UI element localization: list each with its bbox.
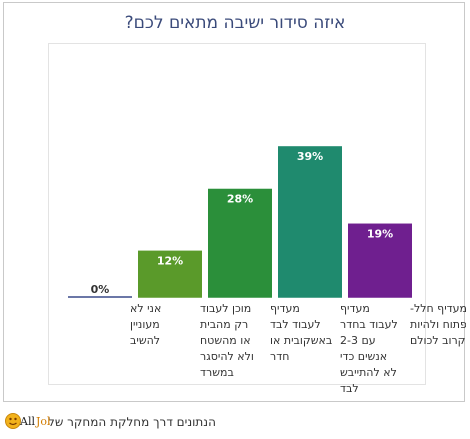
category-label-2-2: באשקובית או bbox=[270, 334, 332, 347]
category-label-1-1: לעבוד בחדר bbox=[340, 318, 398, 331]
bar-1 bbox=[278, 146, 342, 297]
bar-chart: 19% מעדיף חלל- פתוח ולהיות קרוב לכולם 39% מעד… bbox=[68, 146, 466, 395]
data-label-3: 12% bbox=[157, 255, 183, 268]
category-label-4-0: אני לא bbox=[130, 302, 161, 315]
footer: הנתונים דרך מחלקת המחקר של All Jobs bbox=[0, 404, 470, 439]
svg-text:Jobs: Jobs bbox=[35, 415, 50, 428]
bar-0 bbox=[348, 223, 412, 297]
chart-frame: איזה סידור ישיבה מתאים לכם? 19% מעדיף חלל… bbox=[3, 2, 466, 402]
category-label-2-3: חדר bbox=[270, 350, 289, 363]
category-label-3-0: מוכן לעבוד bbox=[200, 302, 251, 315]
category-label-3-4: במשרד bbox=[200, 366, 234, 379]
chart-title: איזה סידור ישיבה מתאים לכם? bbox=[124, 13, 346, 33]
alljobs-logo: All Jobs bbox=[5, 413, 50, 429]
category-label-1-2: עם 2-3 bbox=[340, 334, 376, 347]
category-label-1-5: לבד bbox=[340, 382, 359, 395]
svg-text:All: All bbox=[19, 415, 35, 428]
bar-2 bbox=[208, 188, 272, 297]
data-label-0: 19% bbox=[367, 228, 393, 241]
category-label-1-0: מעדיף bbox=[340, 302, 370, 315]
category-label-0-0: מעדיף חלל- bbox=[410, 302, 466, 315]
category-label-3-1: רק מהבית bbox=[200, 318, 248, 331]
plot-area bbox=[48, 43, 426, 385]
data-label-1: 39% bbox=[297, 150, 323, 163]
data-label-2: 28% bbox=[227, 193, 253, 206]
category-label-1-3: אנשים כדי bbox=[340, 350, 387, 363]
category-label-1-4: לא להתייבש bbox=[340, 366, 397, 379]
category-label-4-2: להשיב bbox=[130, 334, 160, 347]
category-label-3-3: ולא להיסגר bbox=[200, 350, 254, 363]
category-label-2-1: לעבוד לבד bbox=[270, 318, 321, 331]
category-label-0-1: פתוח ולהיות bbox=[410, 318, 466, 331]
bar-3 bbox=[138, 250, 202, 297]
data-label-4: 0% bbox=[91, 283, 110, 296]
category-label-0-2: קרוב לכולם bbox=[410, 334, 465, 347]
category-label-4-1: מעוניין bbox=[130, 318, 160, 331]
category-label-2-0: מעדיף bbox=[270, 302, 300, 315]
footer-credit: הנתונים דרך מחלקת המחקר של bbox=[48, 415, 216, 429]
category-label-3-2: או מהשטח bbox=[200, 334, 251, 347]
